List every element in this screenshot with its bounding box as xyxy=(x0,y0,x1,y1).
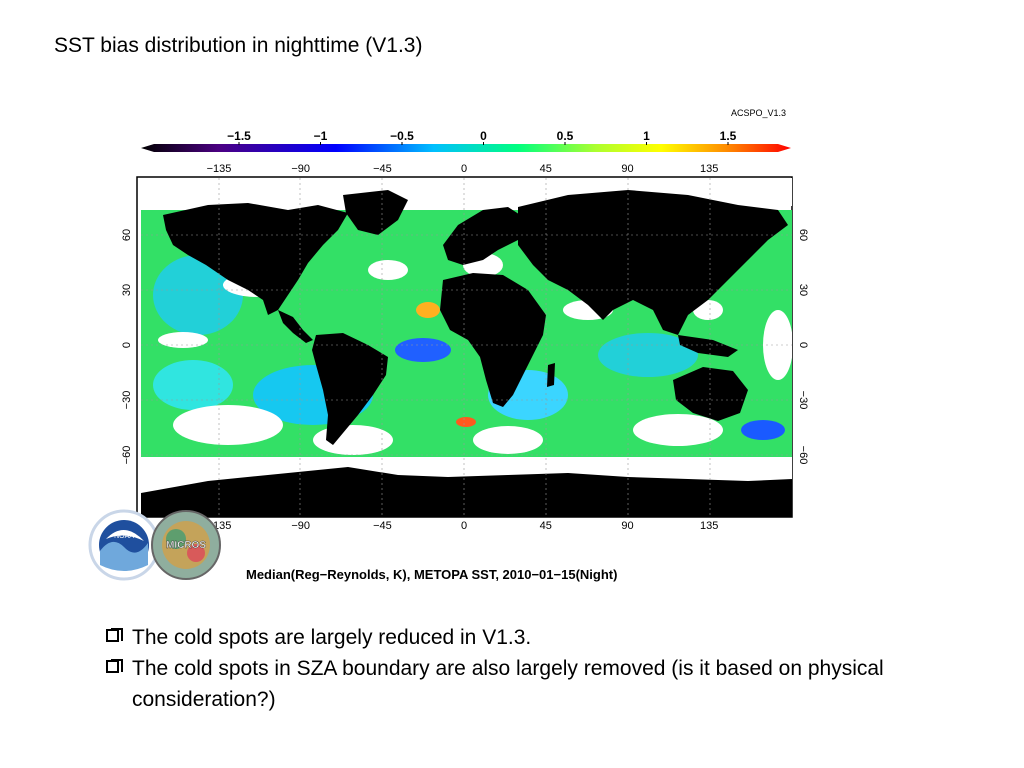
colorbar-lon-label: 0 xyxy=(461,163,467,175)
central-america xyxy=(278,310,313,343)
longitude-label: 135 xyxy=(700,520,718,532)
figure-caption: Median(Reg−Reynolds, K), METOPA SST, 201… xyxy=(246,567,617,582)
madagascar xyxy=(547,363,555,387)
latitude-label: 60 xyxy=(797,229,809,241)
sst-bias-map: ACSPO_V1.3 −1.5 −1 −0.5 0 0.5 1 1.5 −135 −90 −45… xyxy=(88,108,809,582)
graticule xyxy=(141,178,792,517)
colorbar-lon-label: 135 xyxy=(700,163,718,175)
latitude-label: 60 xyxy=(121,229,133,241)
latitude-labels-left: 60 30 0 −30 −60 xyxy=(121,229,133,464)
maritime-continent xyxy=(678,335,738,357)
sst-bias-map-figure: ACSPO_V1.3 −1.5 −1 −0.5 0 0.5 1 1.5 −135 −90 −45… xyxy=(88,95,844,605)
colorbar-lon-label: 45 xyxy=(540,163,552,175)
longitude-label: 90 xyxy=(621,520,633,532)
latitude-label: −60 xyxy=(797,446,809,465)
africa xyxy=(440,273,546,407)
bullet-item: The cold spots are largely reduced in V1… xyxy=(104,622,892,653)
latitude-labels-right: 60 30 0 −30 −60 xyxy=(797,229,809,464)
longitude-label: −90 xyxy=(291,520,310,532)
colorbar-lon-label: −135 xyxy=(207,163,232,175)
colorbar-bar xyxy=(141,144,791,152)
colorbar-tick-label: −0.5 xyxy=(390,129,414,143)
colorbar-tick-label: −1 xyxy=(314,129,328,143)
product-label: ACSPO_V1.3 xyxy=(731,108,786,118)
latitude-label: 30 xyxy=(121,284,133,296)
checkbox-bullet-icon xyxy=(106,659,123,673)
bullet-text: The cold spots in SZA boundary are also … xyxy=(132,657,884,711)
colorbar-ticks xyxy=(238,142,729,145)
checkbox-bullet-icon xyxy=(106,628,123,642)
bullet-text: The cold spots are largely reduced in V1… xyxy=(132,626,532,649)
greenland xyxy=(343,190,408,235)
longitude-labels-bottom: −135 −90 −45 0 45 90 135 xyxy=(207,520,719,532)
bullet-list: The cold spots are largely reduced in V1… xyxy=(104,622,892,715)
latitude-label: 0 xyxy=(797,342,809,348)
noaa-logo-text: NOAA xyxy=(114,533,134,540)
colorbar-lon-label: 90 xyxy=(621,163,633,175)
colorbar-tick-label: 1 xyxy=(643,129,650,143)
colorbar-tick-label: −1.5 xyxy=(227,129,251,143)
longitude-label: 45 xyxy=(540,520,552,532)
colorbar-lon-label: −45 xyxy=(373,163,392,175)
micros-logo-text: MICROS xyxy=(166,540,206,551)
asia xyxy=(518,190,788,335)
europe xyxy=(443,207,528,265)
colorbar-tick-label: 1.5 xyxy=(720,129,737,143)
latitude-label: 30 xyxy=(797,284,809,296)
bullet-item: The cold spots in SZA boundary are also … xyxy=(104,653,892,715)
colorbar-tick-label: 0.5 xyxy=(557,129,574,143)
micros-logo: MICROS xyxy=(151,510,221,580)
longitude-label: −45 xyxy=(373,520,392,532)
south-america xyxy=(312,333,388,445)
colorbar-tick-label: 0 xyxy=(480,129,487,143)
colorbar-tick-labels: −1.5 −1 −0.5 0 0.5 1 1.5 xyxy=(227,129,737,143)
latitude-label: 0 xyxy=(121,342,133,348)
colorbar-lon-labels: −135 −90 −45 0 45 90 135 xyxy=(207,163,719,175)
latitude-label: −60 xyxy=(121,446,133,465)
slide-title: SST bias distribution in nighttime (V1.3… xyxy=(54,34,423,57)
north-america xyxy=(163,203,348,315)
longitude-label: 0 xyxy=(461,520,467,532)
latitude-label: −30 xyxy=(797,391,809,410)
colorbar-lon-label: −90 xyxy=(291,163,310,175)
land-masses xyxy=(141,190,792,517)
colorbar: −1.5 −1 −0.5 0 0.5 1 1.5 −135 −90 −45 0 45 90 135 xyxy=(141,129,791,175)
noaa-logo: NOAA xyxy=(88,509,160,581)
antarctica xyxy=(141,467,792,517)
australia xyxy=(673,367,748,421)
latitude-label: −30 xyxy=(121,391,133,410)
